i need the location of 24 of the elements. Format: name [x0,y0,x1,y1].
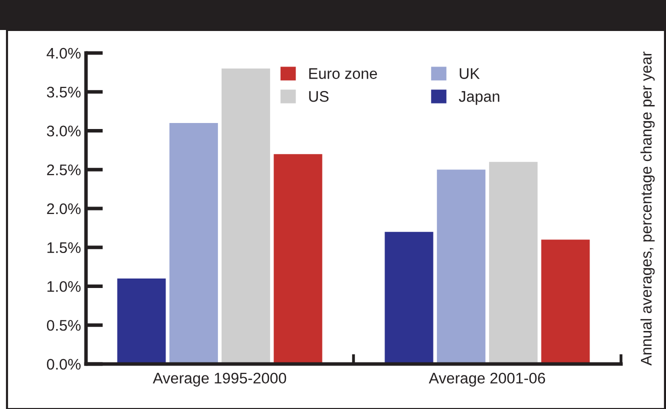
bar [169,122,218,364]
bar [489,162,538,364]
bar [384,232,434,364]
y-axis-title: Annual averages, percentage change per year [640,52,655,366]
y-tick-label: 0.0% [46,358,81,370]
bar [274,154,322,364]
x-tick-label: Average 1995-2000 [152,372,286,387]
y-tick-label: 2.5% [47,164,81,176]
legend-label: US [309,91,329,102]
y-tick-label: 2.0% [47,203,81,214]
legend-label: UK [460,68,480,79]
bar [436,170,486,364]
bar [541,240,590,364]
legend-label: Japan [458,91,500,105]
y-tick-label: 3.0% [46,126,81,136]
y-tick-label: 1.0% [47,281,81,292]
bar [222,68,270,364]
y-tick-label: 1.5% [47,242,81,254]
y-tick-label: 0.5% [46,320,81,331]
y-tick-label: 3.5% [46,86,81,98]
bar [117,278,166,364]
legend-label: Euro zone [309,68,377,79]
y-tick-label: 4.0% [46,48,81,59]
x-tick-label: Average 2001-06 [428,372,546,387]
